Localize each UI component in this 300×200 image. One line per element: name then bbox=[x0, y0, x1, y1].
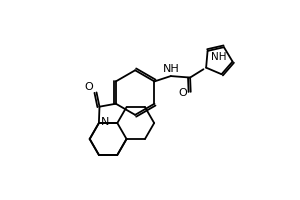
Text: NH: NH bbox=[211, 52, 226, 62]
Text: N: N bbox=[101, 117, 109, 127]
Text: O: O bbox=[178, 88, 187, 98]
Text: O: O bbox=[84, 82, 93, 92]
Text: NH: NH bbox=[162, 64, 179, 74]
